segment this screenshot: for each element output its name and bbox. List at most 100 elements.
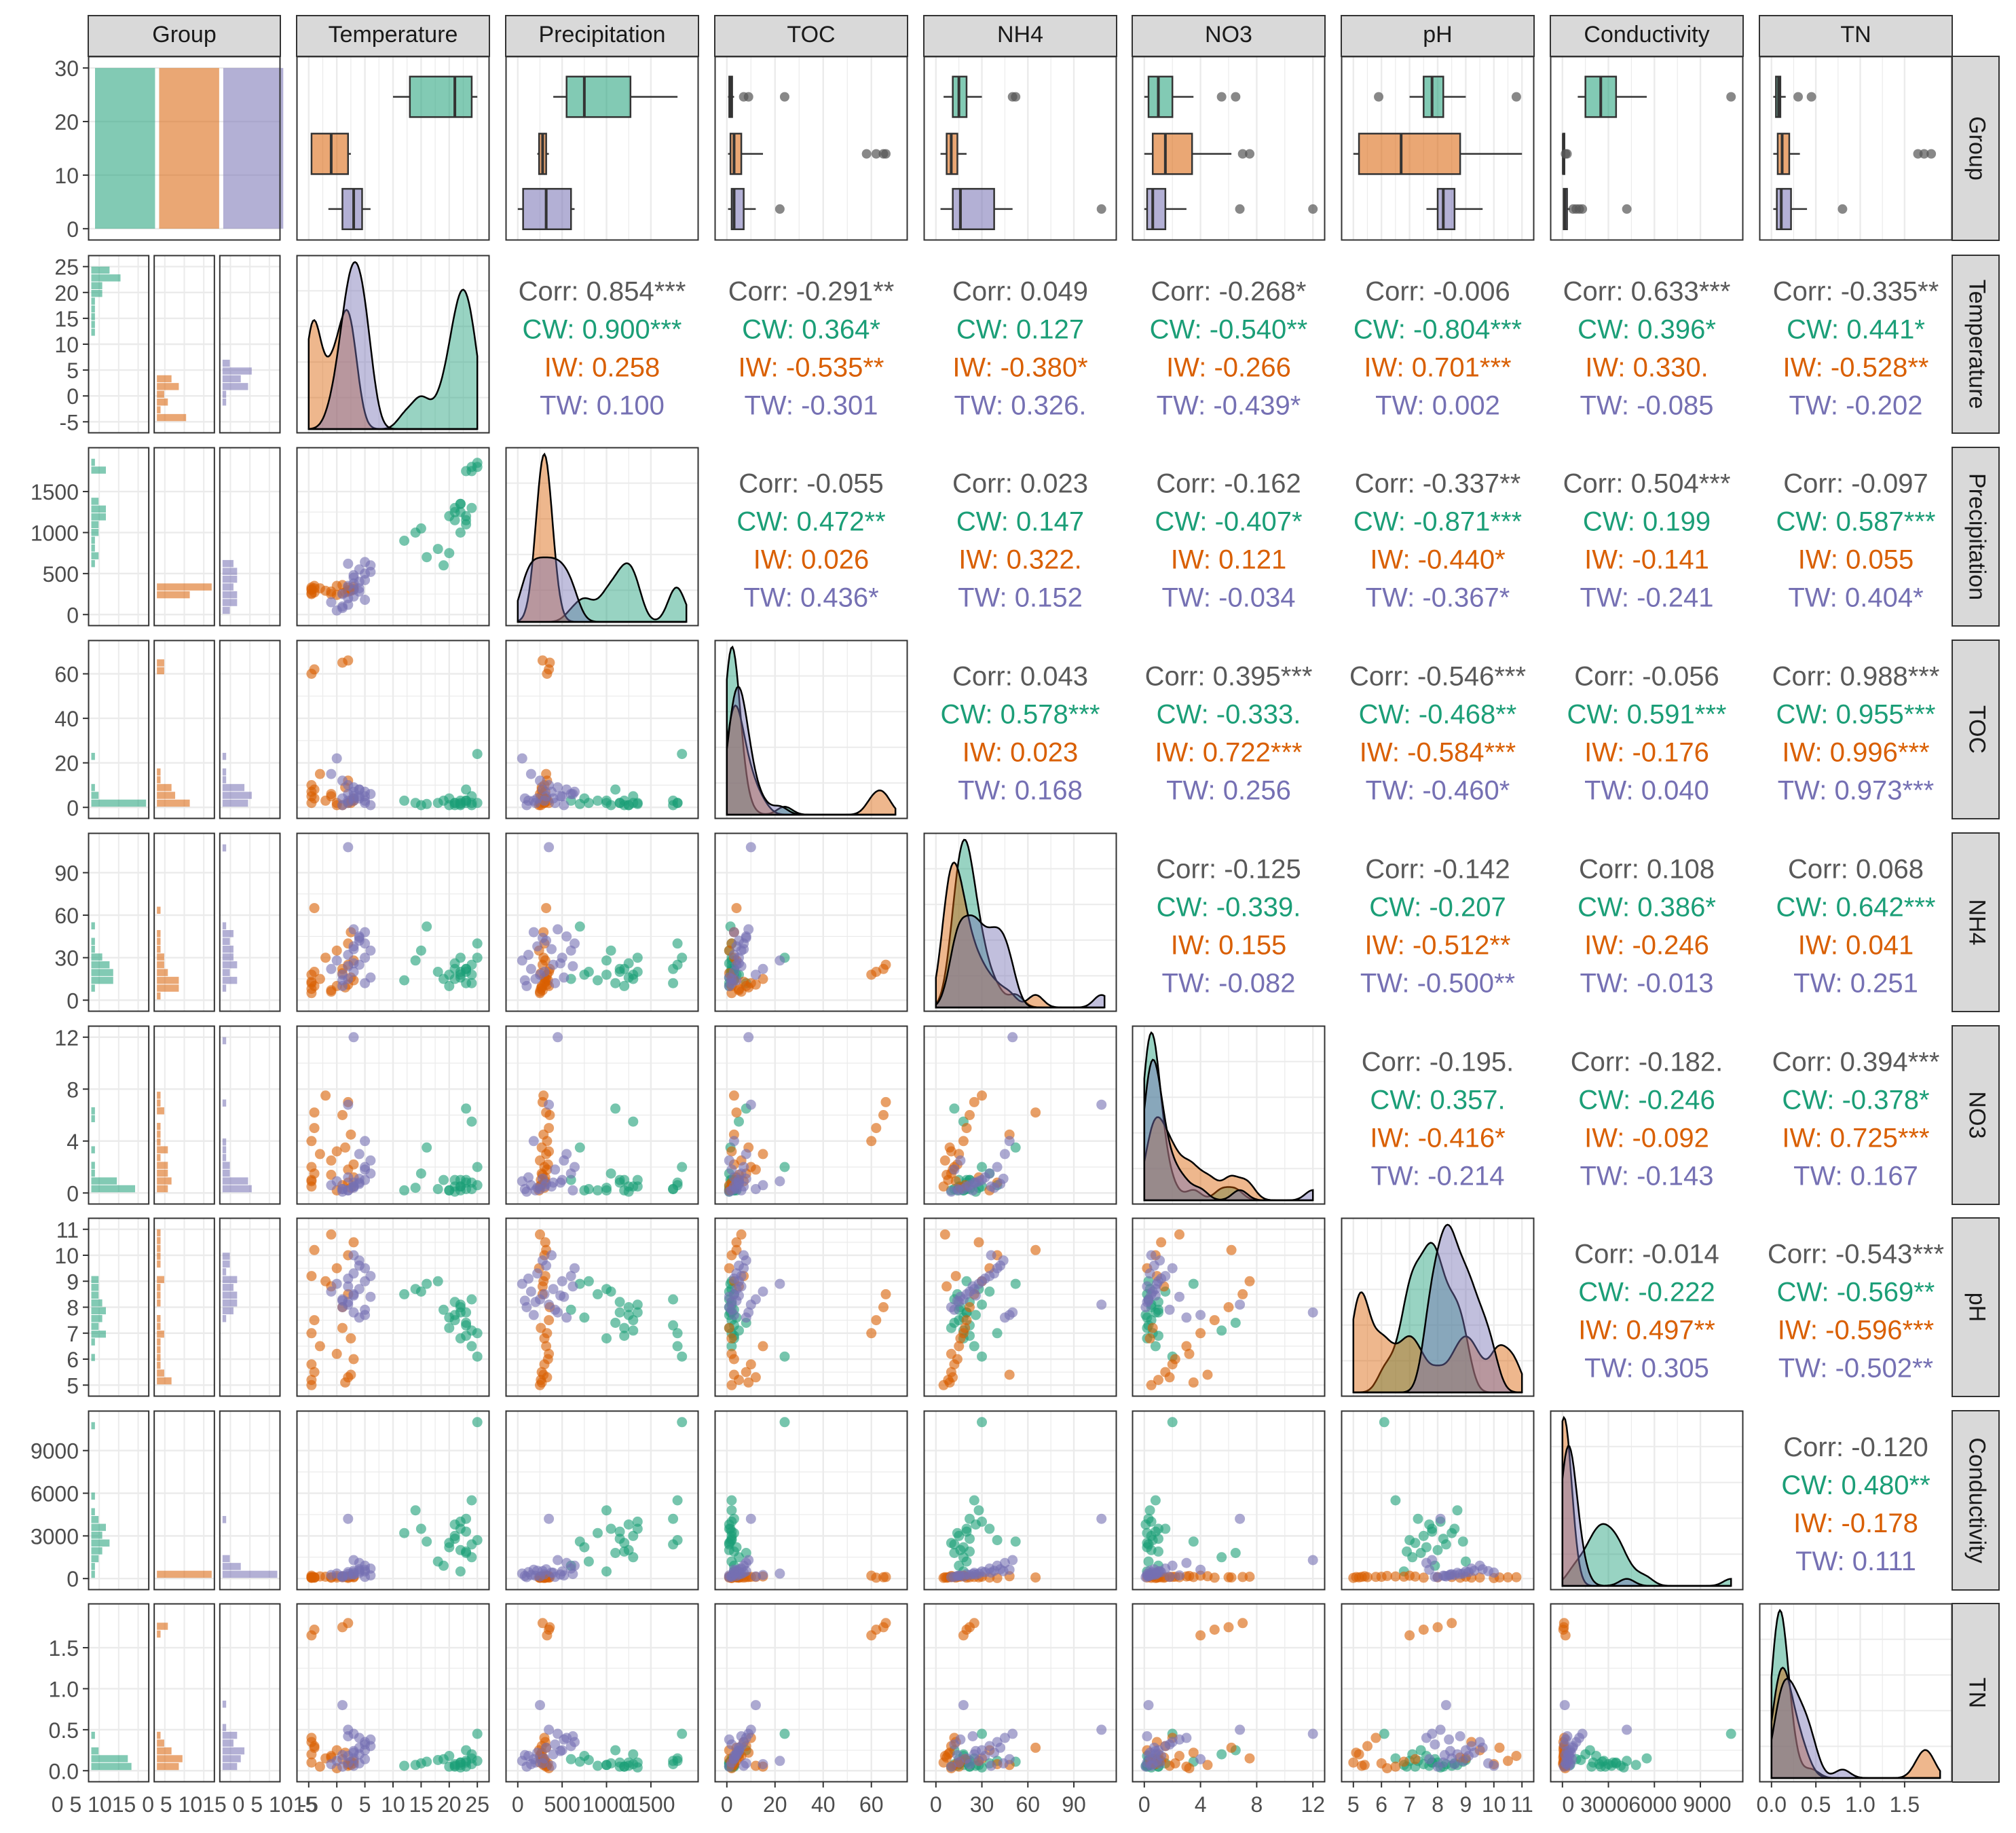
scatter-point-CW xyxy=(601,955,612,966)
scatter-point-CW xyxy=(961,1526,972,1537)
hist-bar-TW xyxy=(222,575,238,583)
scatter-point-CW xyxy=(677,749,688,760)
scatter-point-TW xyxy=(731,1268,742,1279)
scatter-point-TW xyxy=(726,1164,737,1175)
scatter-point-CW xyxy=(461,1546,472,1557)
scatter-point-CW xyxy=(726,1505,737,1516)
panel-border xyxy=(505,447,699,627)
panel-border xyxy=(505,1025,699,1205)
scatter-point-TW xyxy=(1455,1731,1466,1741)
corr-label-Corr: Corr: -0.056 xyxy=(1574,662,1719,692)
scatter-point-TW xyxy=(537,784,548,795)
scatter-point-CW xyxy=(605,1523,616,1534)
corr-label-CW: CW: 0.357. xyxy=(1370,1086,1505,1115)
scatter-point-TW xyxy=(967,1731,978,1741)
hist-bar-CW xyxy=(91,1307,107,1314)
corr-label-IW: IW: 0.155 xyxy=(1171,931,1286,961)
hist-bar-CW xyxy=(91,282,102,289)
scatter-point-TW xyxy=(979,1751,990,1761)
panel-border xyxy=(505,1217,699,1397)
scatter-point-TW xyxy=(1483,1566,1493,1576)
scatter-point-TW xyxy=(1007,1555,1018,1566)
scatter-point-CW xyxy=(605,1168,616,1179)
corr-label-IW: IW: -0.416* xyxy=(1370,1124,1505,1153)
scatter-point-TW xyxy=(331,1176,342,1187)
scatter-point-CW xyxy=(1599,1756,1609,1766)
scatter-point-TW xyxy=(548,1284,559,1295)
scatter-point-CW xyxy=(610,1745,621,1756)
x-tick-label: 0 xyxy=(512,1792,524,1817)
scatter-point-CW xyxy=(668,1294,679,1305)
x-tick-label: 0 30006000 9000 xyxy=(1562,1792,1731,1817)
scatter-point-IW xyxy=(750,1372,761,1383)
box-outlier xyxy=(1096,204,1106,214)
y-tick-label: 8 xyxy=(67,1077,79,1102)
scatter-point-TW xyxy=(519,975,530,986)
hist-bar-IW xyxy=(157,1314,161,1322)
y-tick-label: 25 xyxy=(54,255,79,280)
scatter-point-CW xyxy=(579,1542,590,1553)
corr-label-Corr: Corr: -0.335** xyxy=(1773,276,1939,306)
panel-border xyxy=(219,255,281,434)
scatter-point-TW xyxy=(1004,1136,1015,1147)
hist-bar-CW xyxy=(91,466,107,474)
scatter-point-TW xyxy=(567,1185,578,1196)
scatter-point-CW xyxy=(466,1116,477,1127)
corr-label-TW: TW: 0.111 xyxy=(1795,1547,1916,1576)
hist-bar-TW xyxy=(222,606,230,614)
scatter-point-IW xyxy=(306,1328,317,1339)
hist-bar-IW xyxy=(157,1369,164,1377)
scatter-point-CW xyxy=(438,1174,449,1185)
scatter-point-CW xyxy=(1216,1749,1227,1760)
corr-label-IW: IW: 0.330. xyxy=(1585,352,1709,382)
scatter-point-TW xyxy=(1435,1513,1446,1524)
hist-bar-IW xyxy=(157,1276,164,1284)
scatter-point-CW xyxy=(1230,1548,1241,1558)
scatter-point-CW xyxy=(632,1516,643,1527)
hist-bar-IW xyxy=(157,1244,161,1253)
hist-bar-IW xyxy=(157,1122,161,1130)
scatter-point-TW xyxy=(1430,1739,1440,1750)
scatter-point-CW xyxy=(949,1103,960,1114)
scatter-point-CW xyxy=(438,1560,449,1571)
hist-bar-TW xyxy=(222,799,248,807)
scatter-point-TW xyxy=(535,775,545,786)
row-strip xyxy=(1952,1217,2000,1397)
corr-label-TW: TW: -0.439* xyxy=(1157,390,1301,420)
box-outlier xyxy=(743,92,753,102)
scatter-point-CW xyxy=(672,1535,683,1546)
hist-bar-TW xyxy=(222,1099,227,1107)
scatter-point-IW xyxy=(866,1328,877,1339)
box-outlier xyxy=(1578,204,1588,214)
panel-border xyxy=(1759,1603,1953,1783)
hist-bar-IW xyxy=(157,953,164,961)
corr-label-Corr: Corr: -0.125 xyxy=(1156,855,1301,885)
x-tick-label: 1000 xyxy=(582,1792,631,1817)
scatter-point-TW xyxy=(728,1136,739,1147)
corr-label-CW: CW: 0.147 xyxy=(956,507,1084,537)
hist-bar-TW xyxy=(222,1276,238,1284)
hist-bar-CW xyxy=(91,783,95,792)
corr-label-TW: TW: -0.143 xyxy=(1580,1162,1713,1191)
y-tick-label: 20 xyxy=(54,281,79,306)
scatter-point-CW xyxy=(605,945,616,956)
scatter-point-TW xyxy=(546,1567,557,1578)
x-tick-label: 6 xyxy=(1375,1792,1387,1817)
hist-bar-IW xyxy=(157,969,168,976)
scatter-point-IW xyxy=(736,1229,747,1240)
scatter-point-IW xyxy=(1030,1244,1041,1255)
corr-label-TW: TW: -0.502** xyxy=(1778,1354,1933,1384)
scatter-point-TW xyxy=(360,1754,371,1764)
scatter-point-IW xyxy=(343,655,354,666)
scatter-point-TW xyxy=(517,753,527,764)
corr-label-TW: TW: 0.167 xyxy=(1793,1162,1918,1191)
hist-bar-CW xyxy=(91,945,95,953)
hist-bar-TW xyxy=(222,359,230,367)
y-tick-label: 9 xyxy=(67,1270,79,1294)
y-tick-label: 0 xyxy=(67,603,79,627)
scatter-point-CW xyxy=(1440,1539,1451,1550)
scatter-point-IW xyxy=(538,1369,549,1380)
scatter-point-CW xyxy=(399,975,410,986)
corr-label-IW: IW: 0.026 xyxy=(753,545,869,575)
scatter-point-TW xyxy=(354,1149,365,1160)
